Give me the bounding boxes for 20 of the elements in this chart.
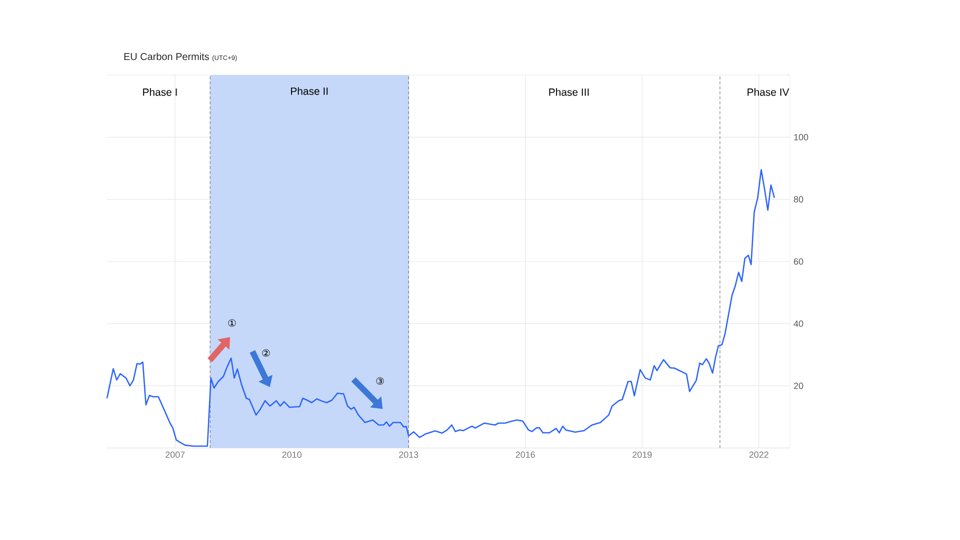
annotation: Phase III	[549, 88, 589, 96]
y-tick-label: 40	[794, 320, 804, 327]
line-series	[106, 169, 776, 447]
band-label: Phase II	[291, 87, 328, 95]
annotation: Phase IV	[748, 88, 790, 96]
x-tick-label: 2010	[282, 452, 302, 458]
annotation: Phase I	[143, 88, 177, 96]
y-tick-label: 60	[794, 258, 804, 265]
x-tick-label: 2016	[516, 452, 535, 458]
x-tick-label: 2013	[399, 452, 418, 458]
annotation: ①	[228, 319, 236, 327]
x-tick-label: 2022	[749, 452, 768, 458]
x-tick-label: 2007	[166, 452, 185, 458]
y-tick-label: 100	[794, 134, 808, 140]
chart-title: EU Carbon Permits	[124, 52, 209, 60]
annotation: ③	[376, 377, 384, 385]
x-tick-label: 2019	[632, 452, 652, 458]
y-tick-label: 20	[794, 382, 804, 390]
annotation: ②	[262, 349, 270, 357]
y-tick-label: 80	[794, 196, 804, 203]
